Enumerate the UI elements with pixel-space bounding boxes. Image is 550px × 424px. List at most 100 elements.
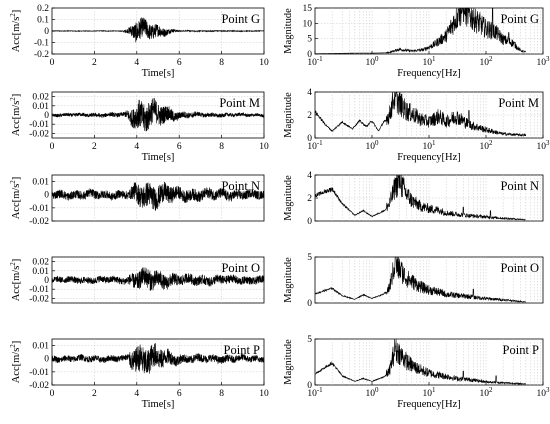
x-tick-label: 10-1 — [307, 139, 323, 152]
y-axis-label: Magnitude — [283, 339, 294, 385]
x-axis-label: Frequency[Hz] — [397, 152, 461, 163]
point-label: Point M — [219, 96, 260, 110]
subplot-point-m-time: 0.020.010-0.01-0.020 2 4 6 8 10Time[s]Acc[m/s… — [9, 91, 269, 163]
y-tick-label: 2 — [307, 111, 312, 121]
y-axis-label: Magnitude — [283, 8, 294, 54]
y-tick-label: -0.01 — [29, 204, 49, 214]
y-tick-label: 0 — [44, 111, 49, 121]
x-axis-label: Time[s] — [142, 152, 175, 163]
y-tick-label: 0 — [307, 217, 312, 227]
x-tick-label: 103 — [537, 55, 550, 68]
x-tick-label: 4 — [134, 142, 139, 152]
subplot-point-g-frequency: 0 5 10 15 10-1 100 101 102 103 Frequency[Hz] Magni… — [283, 4, 550, 79]
series-line — [51, 343, 265, 374]
y-tick-label: 0 — [307, 299, 312, 309]
grid-lines — [52, 339, 264, 385]
y-tick-label: 0.02 — [32, 258, 49, 268]
x-tick-label: 0 — [50, 389, 55, 399]
y-tick-label: -0.01 — [29, 368, 49, 378]
x-tick-label: 10-1 — [307, 386, 323, 399]
y-tick-label: -0.02 — [29, 217, 49, 227]
x-tick-label: 10-1 — [307, 55, 323, 68]
grid-lines — [315, 92, 543, 138]
y-tick-label: 0.1 — [37, 16, 49, 26]
x-tick-label: 8 — [219, 142, 224, 152]
y-axis-label: Acc[m/s2] — [9, 94, 22, 137]
x-axis-label: Time[s] — [142, 399, 175, 410]
x-tick-label: 101 — [423, 55, 437, 68]
y-axis-label: Acc[m/s2] — [9, 259, 22, 302]
x-tick-label: 2 — [92, 142, 97, 152]
x-tick-label: 101 — [423, 139, 437, 152]
y-tick-label: 0 — [307, 50, 312, 60]
x-tick-label: 10 — [259, 142, 269, 152]
x-tick-label: 102 — [480, 386, 494, 399]
x-tick-label: 6 — [177, 142, 182, 152]
y-tick-label: 0 — [307, 134, 312, 144]
x-tick-label: 102 — [480, 139, 494, 152]
series-line — [314, 7, 527, 54]
x-tick-label: 10 — [259, 389, 269, 399]
y-tick-label: 5 — [307, 253, 312, 263]
y-tick-label: -0.02 — [29, 129, 49, 139]
x-axis-label: Time[s] — [142, 68, 175, 79]
y-tick-label: 0.02 — [32, 93, 49, 103]
x-tick-label: 6 — [177, 389, 182, 399]
y-axis-label: Acc[m/s2] — [9, 10, 22, 53]
series-line — [314, 91, 527, 138]
y-axis-label: Acc[m/s2] — [9, 177, 22, 220]
x-axis-label: Frequency[Hz] — [397, 68, 461, 79]
x-tick-label: 4 — [134, 58, 139, 68]
series-line — [51, 17, 264, 43]
plot-frame — [314, 256, 544, 304]
point-label: Point G — [500, 12, 539, 26]
series-line — [314, 256, 527, 303]
y-tick-label: 10 — [303, 19, 313, 29]
y-tick-label: 5 — [307, 35, 312, 45]
x-tick-label: 100 — [366, 386, 380, 399]
y-tick-label: 0.01 — [32, 267, 49, 277]
series-line — [314, 339, 527, 386]
y-tick-label: 0 — [44, 276, 49, 286]
y-axis-label: Magnitude — [283, 257, 294, 303]
x-tick-label: 4 — [134, 389, 139, 399]
series-line — [51, 267, 265, 291]
x-tick-label: 0 — [50, 58, 55, 68]
y-tick-label: 0.01 — [32, 102, 49, 112]
y-axis-label: Magnitude — [283, 92, 294, 138]
x-tick-label: 8 — [219, 58, 224, 68]
subplot-point-m-frequency: 0 2 4 10-1 100 101 102 103 Frequency[Hz] Magnitud… — [283, 88, 550, 163]
x-tick-label: 2 — [92, 389, 97, 399]
series-line — [51, 181, 265, 211]
subplot-point-p-time: 0.010-0.01-0.020 2 4 6 8 10Time[s]Acc[m/s2]Po… — [9, 338, 269, 410]
y-tick-label: 5 — [307, 335, 312, 345]
x-tick-label: 103 — [537, 139, 550, 152]
y-tick-label: 0 — [44, 191, 49, 201]
plot-frame — [314, 7, 544, 55]
x-axis-label: Frequency[Hz] — [397, 399, 461, 410]
y-tick-label: -0.1 — [34, 39, 49, 49]
x-tick-label: 100 — [366, 55, 380, 68]
point-label: Point G — [221, 12, 260, 26]
y-axis-label: Magnitude — [283, 175, 294, 221]
y-tick-label: 0.2 — [37, 4, 49, 14]
subplot-point-p-frequency: 0 5 10-1 100 101 102 103 Frequency[Hz] Magnitude… — [283, 335, 550, 410]
x-tick-label: 101 — [423, 386, 437, 399]
point-label: Point O — [221, 261, 260, 275]
subplot-point-g-time: 0.20.10-0.1-0.20 2 4 6 8 10Time[s]Acc[m/s2]Po… — [9, 4, 269, 79]
point-label: Point P — [503, 343, 540, 357]
y-tick-label: -0.2 — [34, 50, 49, 60]
point-label: Point N — [500, 179, 539, 193]
x-tick-label: 8 — [219, 389, 224, 399]
y-tick-label: 0 — [44, 355, 49, 365]
y-tick-label: 0.01 — [32, 342, 49, 352]
y-tick-label: -0.02 — [29, 294, 49, 304]
subplot-point-o-time: 0.020.010-0.01-0.02 Acc[m/s2] Point O — [9, 256, 265, 304]
y-tick-label: 4 — [307, 171, 312, 181]
y-tick-label: -0.01 — [29, 285, 49, 295]
grid-lines — [315, 175, 543, 221]
x-tick-label: 100 — [366, 139, 380, 152]
x-tick-label: 0 — [50, 142, 55, 152]
subplot-point-n-frequency: 0 2 4 Magnitude Point N — [283, 171, 544, 227]
